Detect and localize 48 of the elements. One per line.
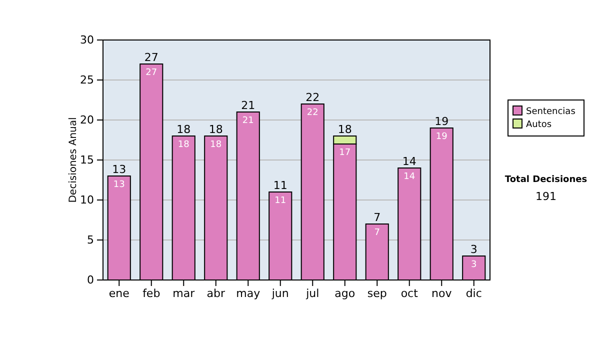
- data-label: 18: [178, 140, 190, 150]
- x-tick-label: ene: [108, 286, 130, 300]
- data-label: 21: [242, 116, 254, 126]
- total-label: 18: [208, 123, 223, 136]
- legend-label: Sentencias: [526, 107, 576, 117]
- total-label: 18: [176, 123, 191, 136]
- total-label: 7: [374, 211, 381, 224]
- data-label: 7: [374, 228, 380, 238]
- y-tick-label: 10: [80, 194, 94, 207]
- total-label: 11: [273, 179, 288, 192]
- total-label: 21: [241, 99, 256, 112]
- x-tick-label: may: [236, 286, 261, 300]
- data-label: 19: [436, 132, 448, 142]
- text: Total Decisiones: [504, 175, 588, 185]
- y-tick-label: 15: [80, 154, 94, 167]
- total-label: 13: [112, 163, 126, 176]
- data-label: 22: [306, 108, 318, 118]
- x-tick-label: jul: [305, 286, 320, 300]
- y-tick-label: 30: [80, 34, 94, 47]
- x-tick-label: jun: [270, 286, 289, 300]
- data-label: 17: [339, 148, 351, 158]
- x-tick-label: abr: [206, 286, 226, 300]
- legend-label: Autos: [526, 120, 552, 130]
- x-tick-label: mar: [172, 286, 196, 300]
- total-label: 3: [470, 243, 478, 256]
- data-label: 13: [113, 180, 125, 190]
- data-label: 27: [146, 68, 158, 78]
- data-label: 18: [210, 140, 222, 150]
- x-tick-label: nov: [432, 286, 452, 300]
- total-label: 18: [338, 123, 352, 136]
- x-tick-label: ago: [334, 286, 356, 300]
- y-tick-label: 5: [87, 234, 94, 247]
- data-label: 14: [404, 172, 416, 182]
- y-tick-label: 20: [80, 114, 94, 127]
- data-label: 3: [471, 260, 477, 270]
- total-label: 14: [402, 155, 416, 168]
- total-label: 22: [306, 91, 320, 104]
- x-tick-label: feb: [142, 286, 160, 300]
- y-tick-label: 25: [80, 74, 94, 87]
- total-label: 19: [434, 115, 449, 128]
- y-tick-label: 0: [87, 274, 94, 287]
- data-label: 11: [274, 196, 286, 206]
- y-axis-title: Decisiones Anual: [68, 117, 79, 203]
- x-tick-label: dic: [466, 286, 482, 300]
- total-label: 27: [144, 51, 158, 64]
- text: 191: [536, 190, 556, 203]
- x-tick-label: sep: [367, 286, 387, 300]
- x-tick-label: oct: [400, 286, 419, 300]
